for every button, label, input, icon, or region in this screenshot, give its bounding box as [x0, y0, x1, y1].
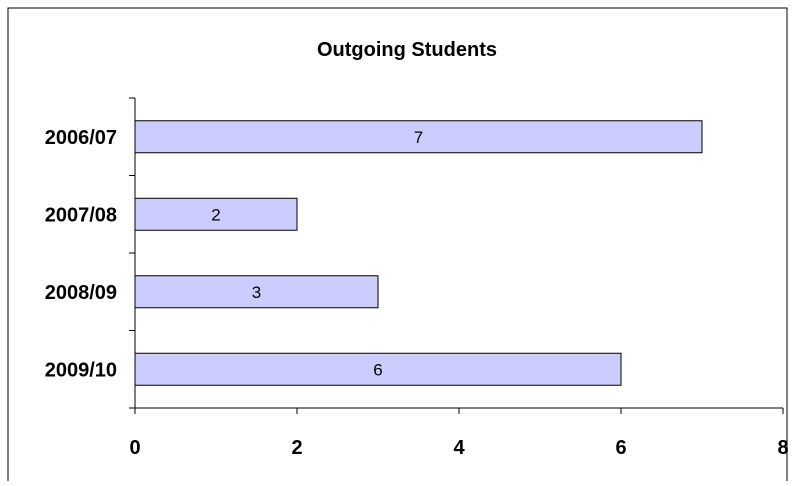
x-tick-label: 0 — [129, 437, 140, 459]
bar — [134, 352, 622, 386]
y-tick-label: 2009/10 — [45, 359, 117, 381]
x-tick-label: 4 — [453, 437, 465, 459]
data-label: 6 — [373, 360, 382, 379]
bar — [134, 120, 703, 154]
bar — [134, 197, 298, 231]
bar — [134, 275, 379, 309]
x-tick-label: 6 — [615, 437, 626, 459]
data-label: 2 — [211, 205, 220, 224]
y-tick-label: 2008/09 — [45, 282, 117, 304]
data-label: 7 — [414, 128, 423, 147]
chart-title: Outgoing Students — [317, 39, 497, 61]
x-tick-label: 2 — [291, 437, 302, 459]
x-tick-label: 8 — [777, 437, 788, 459]
chart-border — [7, 7, 788, 481]
y-tick-label: 2006/07 — [45, 127, 117, 149]
y-tick-label: 2007/08 — [45, 204, 117, 226]
data-label: 3 — [252, 283, 261, 302]
